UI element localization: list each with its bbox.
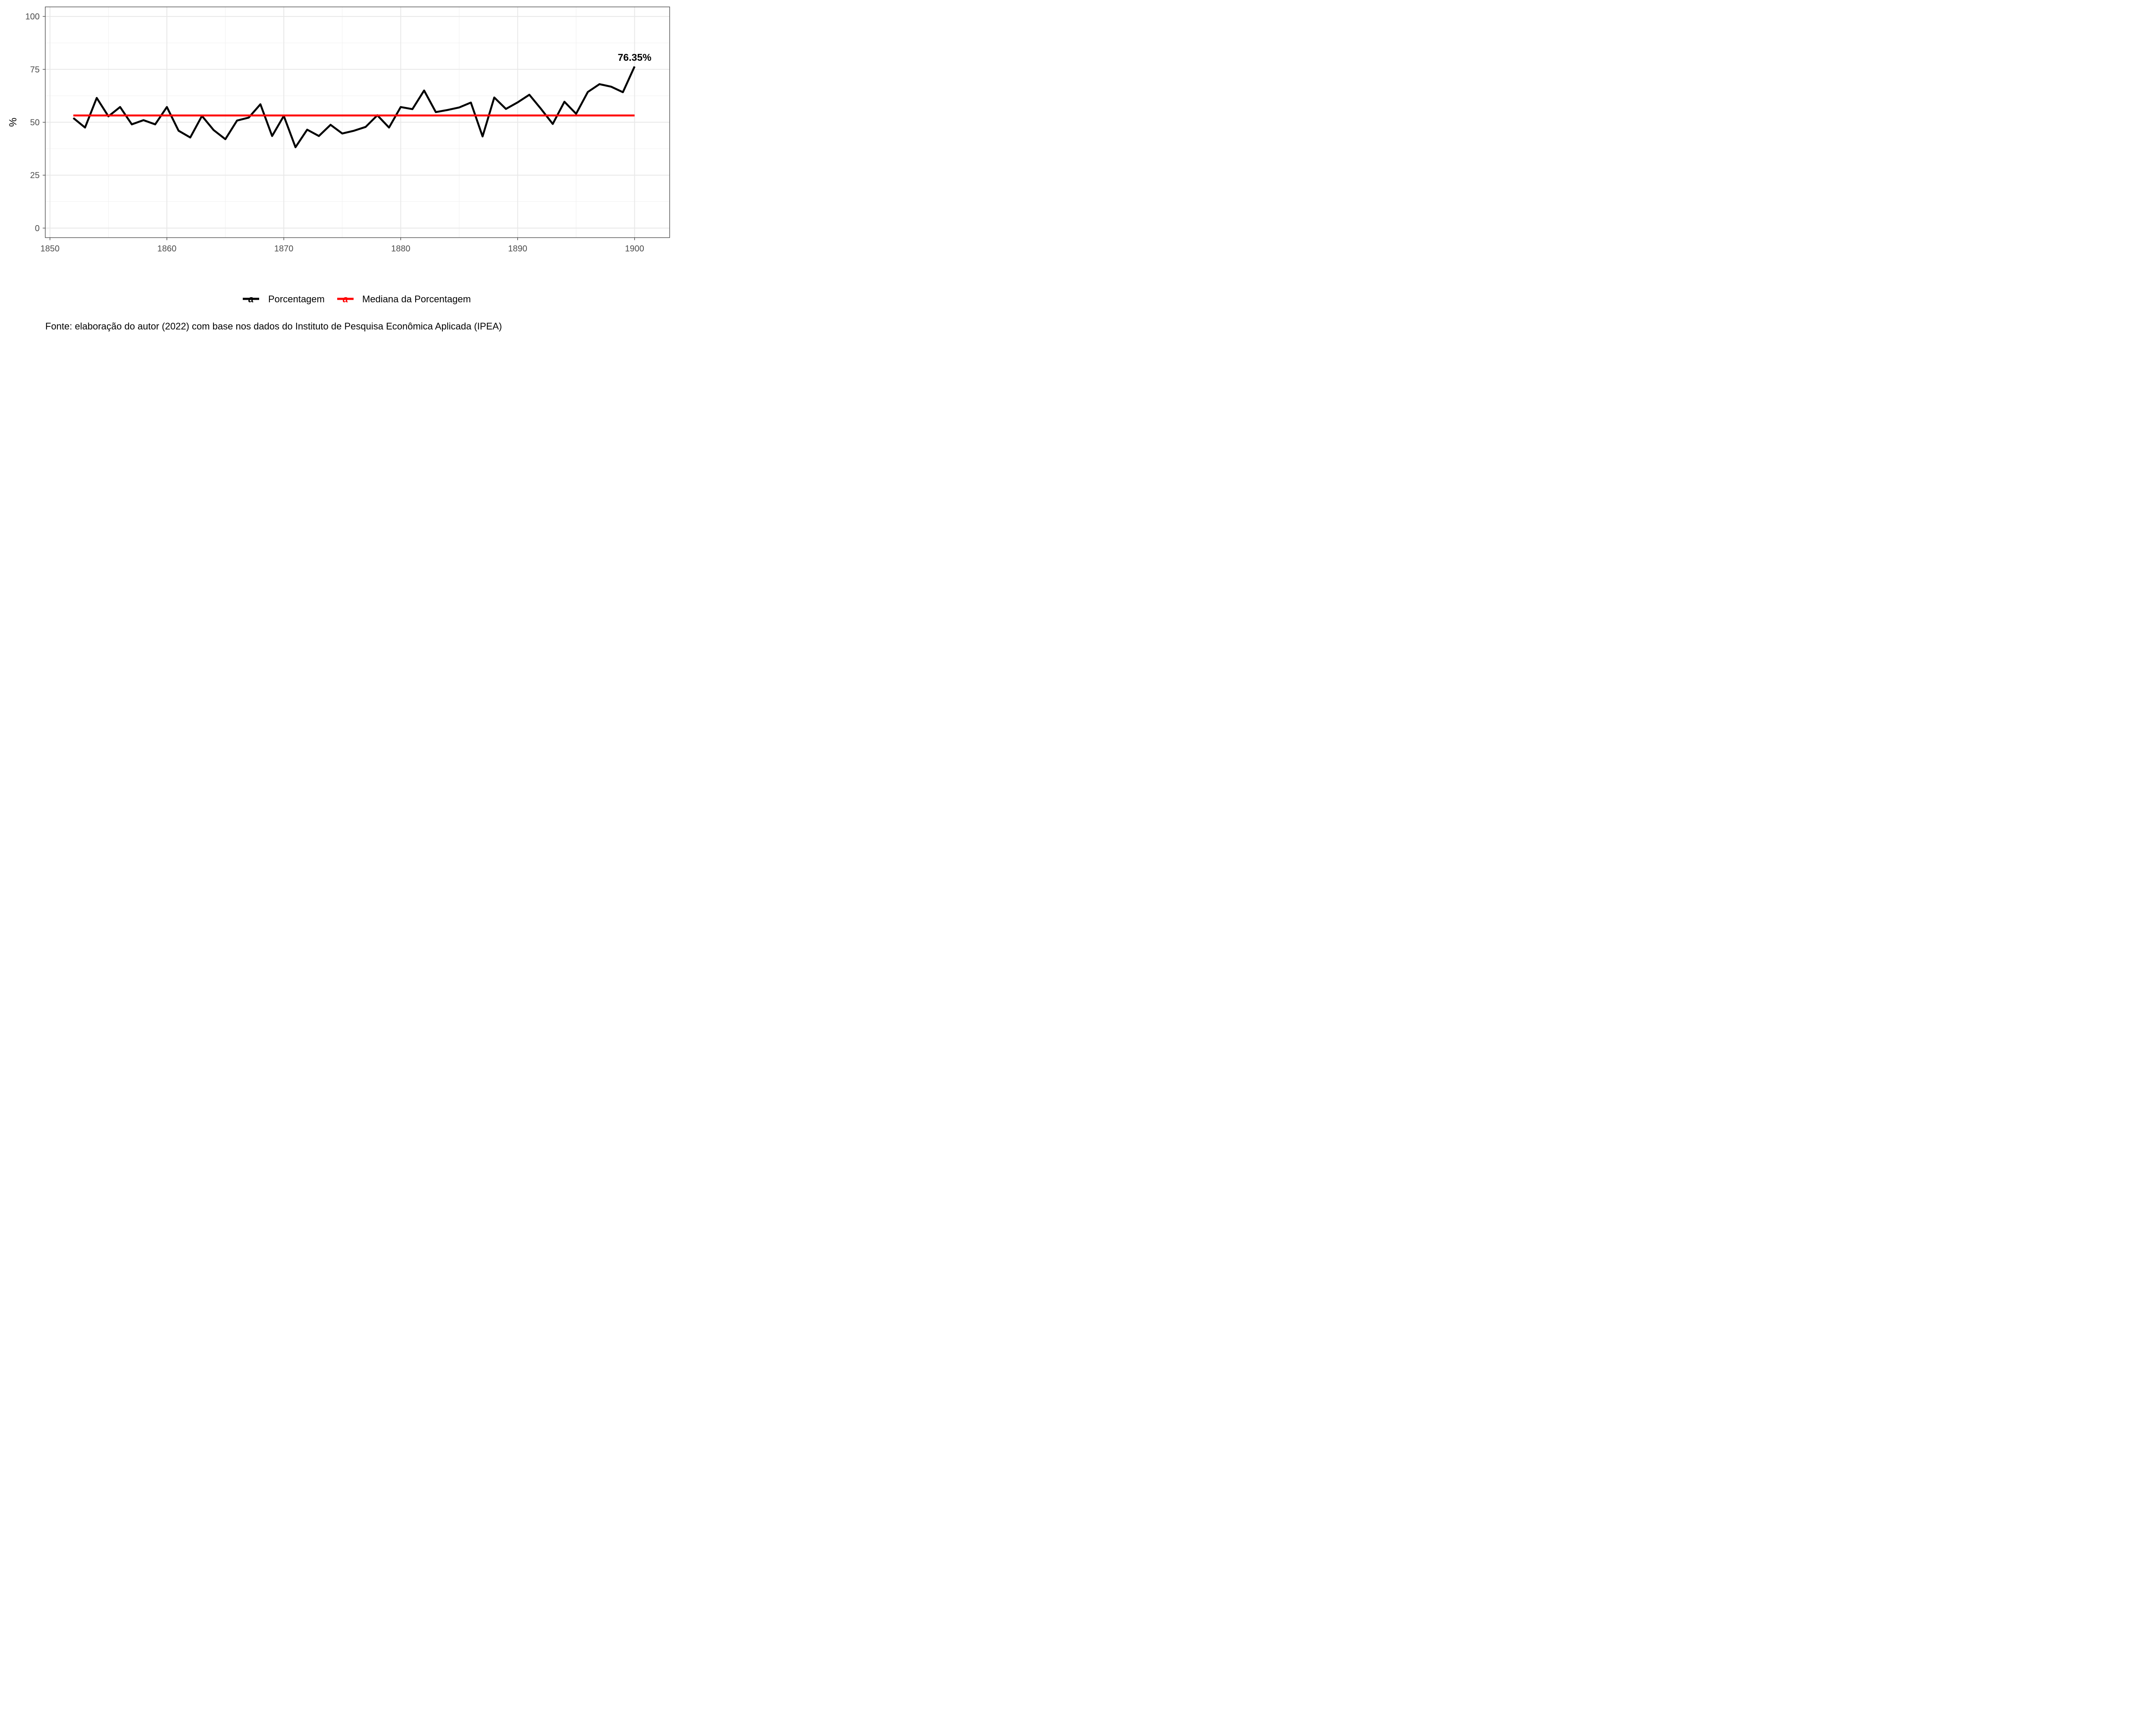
y-tick-label: 75 bbox=[30, 65, 40, 75]
series-line-porcentagem bbox=[72, 66, 636, 148]
data-points bbox=[73, 66, 635, 147]
x-axis-tick-labels: 1850 1860 1870 1880 1890 1900 bbox=[41, 244, 644, 254]
y-axis-tick-labels: 0 25 50 75 100 bbox=[25, 12, 40, 233]
legend-key-glyph: a bbox=[248, 294, 254, 304]
last-value-annotation: 76.35% bbox=[618, 52, 652, 63]
y-tick-label: 100 bbox=[25, 12, 40, 22]
grid-major bbox=[45, 7, 670, 238]
chart: 1850 1860 1870 1880 1890 1900 0 25 50 75 100 % 76… bbox=[7, 6, 670, 332]
x-tick-label: 1890 bbox=[508, 244, 527, 254]
source-caption: Fonte: elaboração do autor (2022) com ba… bbox=[45, 321, 502, 332]
x-tick-label: 1850 bbox=[41, 244, 60, 254]
y-tick-label: 0 bbox=[35, 224, 40, 233]
legend: a Porcentagem a Mediana da Porcentagem bbox=[243, 294, 471, 304]
x-tick-label: 1870 bbox=[274, 244, 294, 254]
series-layer bbox=[72, 66, 636, 148]
x-tick-label: 1880 bbox=[391, 244, 411, 254]
axis-ticks bbox=[43, 16, 635, 240]
y-tick-label: 50 bbox=[30, 118, 40, 128]
legend-label: Mediana da Porcentagem bbox=[362, 294, 471, 304]
legend-key-glyph: a bbox=[343, 294, 348, 304]
y-axis-title: % bbox=[7, 118, 19, 127]
x-tick-label: 1900 bbox=[625, 244, 644, 254]
legend-label: Porcentagem bbox=[268, 294, 325, 304]
x-tick-label: 1860 bbox=[157, 244, 177, 254]
y-tick-label: 25 bbox=[30, 171, 40, 180]
